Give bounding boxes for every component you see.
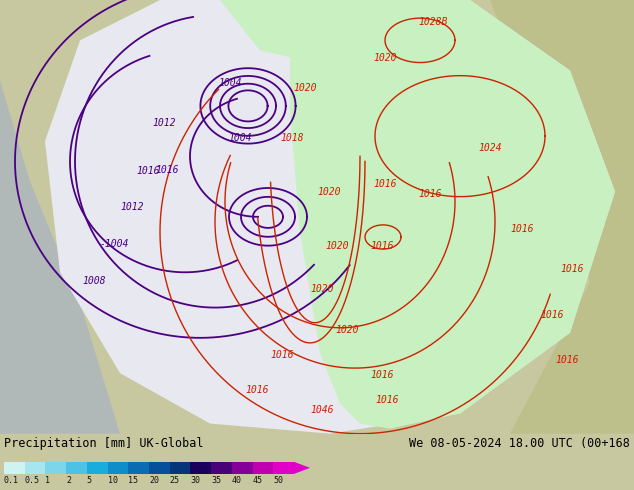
Text: 1020: 1020	[335, 325, 358, 335]
Text: 1046: 1046	[310, 406, 333, 416]
Text: 15: 15	[128, 476, 138, 485]
Polygon shape	[0, 0, 120, 434]
Text: 1020: 1020	[293, 83, 316, 93]
Bar	[128, 462, 149, 474]
Text: 1016: 1016	[136, 167, 160, 176]
Text: 1016: 1016	[245, 385, 269, 395]
Polygon shape	[45, 0, 615, 434]
Text: 35: 35	[211, 476, 221, 485]
Text: 20: 20	[149, 476, 159, 485]
Text: 1020: 1020	[325, 241, 349, 251]
Bar	[108, 462, 128, 474]
Text: 1012: 1012	[120, 202, 143, 212]
Text: 1020: 1020	[310, 285, 333, 294]
Text: 0.5: 0.5	[25, 476, 40, 485]
Text: 1004: 1004	[218, 78, 242, 88]
Text: 30: 30	[190, 476, 200, 485]
Text: 45: 45	[252, 476, 262, 485]
Text: 1: 1	[46, 476, 51, 485]
Text: Precipitation [mm] UK-Global: Precipitation [mm] UK-Global	[4, 437, 204, 450]
Text: 1016: 1016	[510, 224, 533, 234]
Text: 1008: 1008	[82, 276, 105, 286]
Bar	[211, 462, 232, 474]
Bar	[170, 462, 190, 474]
Text: 1016: 1016	[370, 241, 394, 251]
Text: 1016: 1016	[418, 189, 441, 198]
Polygon shape	[220, 0, 470, 71]
Polygon shape	[294, 462, 310, 474]
Bar	[46, 462, 66, 474]
Text: 25: 25	[170, 476, 179, 485]
Bar	[4, 462, 25, 474]
Bar	[232, 462, 252, 474]
Text: 0.1: 0.1	[4, 476, 19, 485]
Text: 1012: 1012	[152, 118, 176, 128]
Polygon shape	[290, 0, 615, 429]
Text: 1016: 1016	[555, 355, 578, 365]
Text: 1016: 1016	[373, 178, 396, 189]
Text: 1024: 1024	[478, 143, 501, 153]
Bar	[252, 462, 273, 474]
Bar	[66, 462, 87, 474]
Bar	[149, 462, 170, 474]
Text: 1020: 1020	[373, 52, 396, 63]
Text: 5: 5	[87, 476, 92, 485]
Text: 1016: 1016	[540, 310, 564, 319]
Text: 10: 10	[108, 476, 117, 485]
Bar	[25, 462, 46, 474]
Text: 1016: 1016	[270, 350, 294, 360]
Text: 1018: 1018	[280, 133, 304, 143]
Text: 2: 2	[66, 476, 71, 485]
Polygon shape	[490, 0, 634, 434]
Text: 1004: 1004	[228, 133, 252, 143]
Text: We 08-05-2024 18.00 UTC (00+168: We 08-05-2024 18.00 UTC (00+168	[409, 437, 630, 450]
Bar	[87, 462, 108, 474]
Text: 40: 40	[232, 476, 242, 485]
Text: 50: 50	[273, 476, 283, 485]
Text: 1016: 1016	[560, 264, 583, 274]
Bar	[273, 462, 294, 474]
Text: 1016: 1016	[370, 370, 394, 380]
Text: -1004: -1004	[100, 239, 129, 249]
Text: 1020: 1020	[317, 187, 340, 196]
Text: 1016: 1016	[375, 395, 399, 405]
Text: 1016: 1016	[155, 166, 179, 175]
Bar	[190, 462, 211, 474]
Text: 1028B: 1028B	[418, 17, 448, 27]
